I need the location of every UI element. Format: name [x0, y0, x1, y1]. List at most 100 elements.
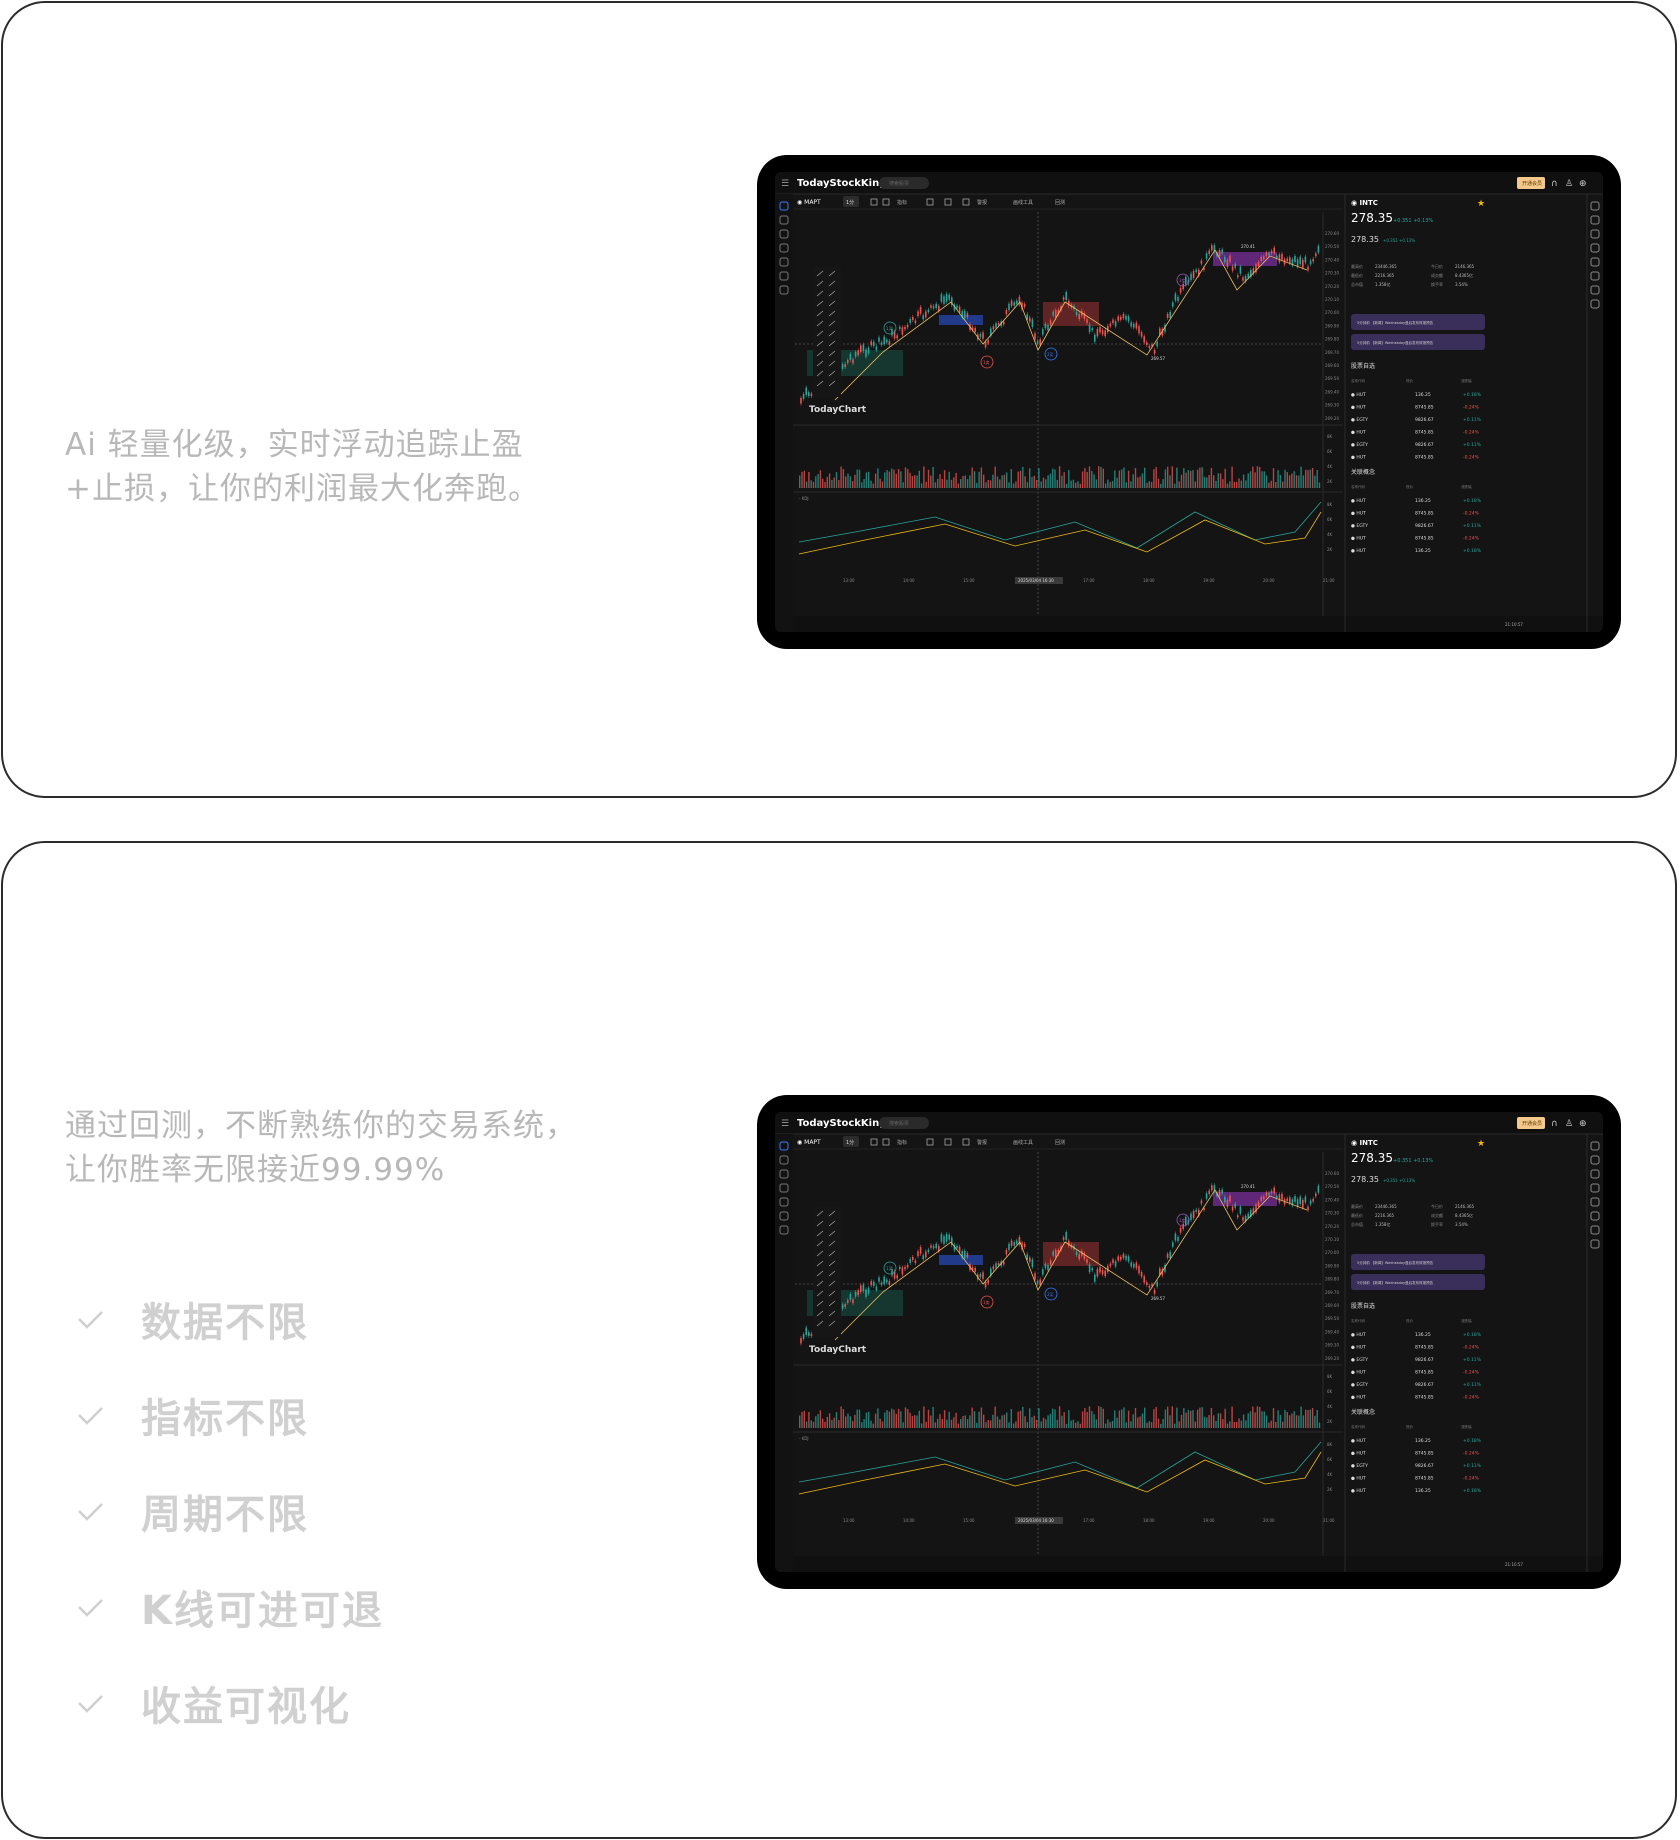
toolbar-icon[interactable] — [882, 1138, 890, 1146]
draw-tool-icon[interactable] — [816, 290, 824, 297]
toolbar-item[interactable]: 指标 — [897, 1139, 907, 1146]
news-item[interactable] — [1351, 1254, 1485, 1270]
draw-tool-icon[interactable] — [828, 290, 836, 297]
toolbar-icon[interactable] — [962, 1138, 970, 1146]
draw-tool-icon[interactable] — [816, 1320, 824, 1327]
right-rail-icon[interactable] — [1590, 271, 1600, 281]
related-title[interactable]: 关联概念 — [1351, 468, 1375, 476]
draw-tool-icon[interactable] — [816, 310, 824, 317]
related-row-name[interactable]: ● HUT — [1351, 1488, 1366, 1494]
draw-tool-icon[interactable] — [828, 270, 836, 277]
toolbar-item[interactable]: 画线工具 — [1013, 1139, 1033, 1146]
right-rail-icon[interactable] — [1590, 1211, 1600, 1221]
draw-tool-icon[interactable] — [816, 380, 824, 387]
right-rail-icon[interactable] — [1590, 285, 1600, 295]
watch-row-name[interactable]: ● EGTY — [1351, 1357, 1368, 1363]
right-rail-icon[interactable] — [1590, 215, 1600, 225]
watch-row-name[interactable]: ● HUT — [1351, 392, 1366, 398]
draw-tool-icon[interactable] — [828, 1280, 836, 1287]
toolbar-icon[interactable] — [926, 1138, 934, 1146]
signal-marker[interactable] — [980, 355, 994, 369]
member-button[interactable] — [1517, 177, 1545, 189]
draw-tool-icon[interactable] — [828, 1270, 836, 1277]
draw-tool-icon[interactable] — [828, 340, 836, 347]
draw-tool-icon[interactable] — [816, 340, 824, 347]
globe-icon[interactable]: ⊕ — [1579, 179, 1587, 189]
rail-nav-icon[interactable] — [779, 1197, 789, 1207]
toolbar-icon[interactable] — [882, 198, 890, 206]
rail-nav-icon[interactable] — [779, 1169, 789, 1179]
quote-ticker[interactable]: ◉ INTC — [1351, 1139, 1378, 1147]
search-box[interactable] — [879, 1117, 929, 1129]
watch-row-name[interactable]: ● EGTY — [1351, 442, 1368, 448]
signal-marker[interactable] — [1044, 1287, 1058, 1301]
draw-tool-icon[interactable] — [816, 1240, 824, 1247]
rail-nav-icon[interactable] — [779, 257, 789, 267]
draw-tool-icon[interactable] — [816, 1300, 824, 1307]
right-rail-icon[interactable] — [1590, 201, 1600, 211]
headset-icon[interactable]: ∩ — [1551, 1119, 1558, 1129]
rail-nav-icon[interactable] — [779, 229, 789, 239]
draw-tool-icon[interactable] — [816, 1290, 824, 1297]
right-rail-icon[interactable] — [1590, 1141, 1600, 1151]
news-item[interactable] — [1351, 1274, 1485, 1290]
draw-tool-icon[interactable] — [816, 320, 824, 327]
related-row-name[interactable]: ● HUT — [1351, 498, 1366, 504]
rail-nav-icon[interactable] — [779, 1225, 789, 1235]
draw-tool-icon[interactable] — [828, 1230, 836, 1237]
toolbar-item[interactable]: 警报 — [977, 1139, 987, 1146]
favorite-star-icon[interactable]: ★ — [1477, 199, 1485, 209]
draw-tool-icon[interactable] — [828, 1260, 836, 1267]
draw-tool-icon[interactable] — [816, 280, 824, 287]
draw-tool-icon[interactable] — [816, 1280, 824, 1287]
draw-tool-icon[interactable] — [816, 360, 824, 367]
watchlist-title[interactable]: 股票自选 — [1351, 1302, 1375, 1310]
related-row-name[interactable]: ● HUT — [1351, 548, 1366, 554]
rail-nav-icon[interactable] — [779, 1211, 789, 1221]
watch-row-name[interactable]: ● HUT — [1351, 405, 1366, 411]
watch-row-name[interactable]: ● HUT — [1351, 1395, 1366, 1401]
rail-nav-icon[interactable] — [779, 243, 789, 253]
search-box[interactable] — [879, 177, 929, 189]
toolbar-item[interactable]: 指标 — [897, 199, 907, 206]
toolbar-item[interactable]: 警报 — [977, 199, 987, 206]
draw-tool-icon[interactable] — [828, 360, 836, 367]
toolbar-icon[interactable] — [870, 198, 878, 206]
draw-tool-icon[interactable] — [828, 370, 836, 377]
right-rail-icon[interactable] — [1590, 299, 1600, 309]
draw-tool-icon[interactable] — [828, 1320, 836, 1327]
watch-row-name[interactable]: ● EGTY — [1351, 417, 1368, 423]
draw-tool-icon[interactable] — [828, 300, 836, 307]
menu-icon[interactable]: ☰ — [781, 1119, 789, 1129]
draw-tool-icon[interactable] — [828, 1210, 836, 1217]
right-rail-icon[interactable] — [1590, 1169, 1600, 1179]
draw-tool-icon[interactable] — [828, 320, 836, 327]
toolbar-item[interactable]: 回测 — [1055, 199, 1065, 206]
draw-tool-icon[interactable] — [828, 1250, 836, 1257]
signal-marker[interactable] — [980, 1295, 994, 1309]
news-item[interactable] — [1351, 314, 1485, 330]
toolbar-item[interactable]: 回测 — [1055, 1139, 1065, 1146]
symbol-label[interactable]: ◉ MAPT — [797, 199, 821, 206]
watch-row-name[interactable]: ● HUT — [1351, 430, 1366, 436]
draw-tool-icon[interactable] — [828, 310, 836, 317]
toolbar-icon[interactable] — [944, 1138, 952, 1146]
related-title[interactable]: 关联概念 — [1351, 1408, 1375, 1416]
draw-tool-icon[interactable] — [828, 1240, 836, 1247]
toolbar-icon[interactable] — [870, 1138, 878, 1146]
rail-nav-icon[interactable] — [779, 1141, 789, 1151]
period-selector[interactable] — [843, 196, 859, 207]
related-row-name[interactable]: ● HUT — [1351, 536, 1366, 542]
watch-row-name[interactable]: ● HUT — [1351, 1332, 1366, 1338]
related-row-name[interactable]: ● HUT — [1351, 1438, 1366, 1444]
draw-tool-icon[interactable] — [828, 1220, 836, 1227]
toolbar-icon[interactable] — [944, 198, 952, 206]
headset-icon[interactable]: ∩ — [1551, 179, 1558, 189]
right-rail-icon[interactable] — [1590, 1239, 1600, 1249]
draw-tool-icon[interactable] — [816, 1210, 824, 1217]
menu-icon[interactable]: ☰ — [781, 179, 789, 189]
draw-tool-icon[interactable] — [828, 1300, 836, 1307]
draw-tool-icon[interactable] — [828, 280, 836, 287]
globe-icon[interactable]: ⊕ — [1579, 1119, 1587, 1129]
shirt-icon[interactable]: ♙ — [1565, 179, 1573, 189]
